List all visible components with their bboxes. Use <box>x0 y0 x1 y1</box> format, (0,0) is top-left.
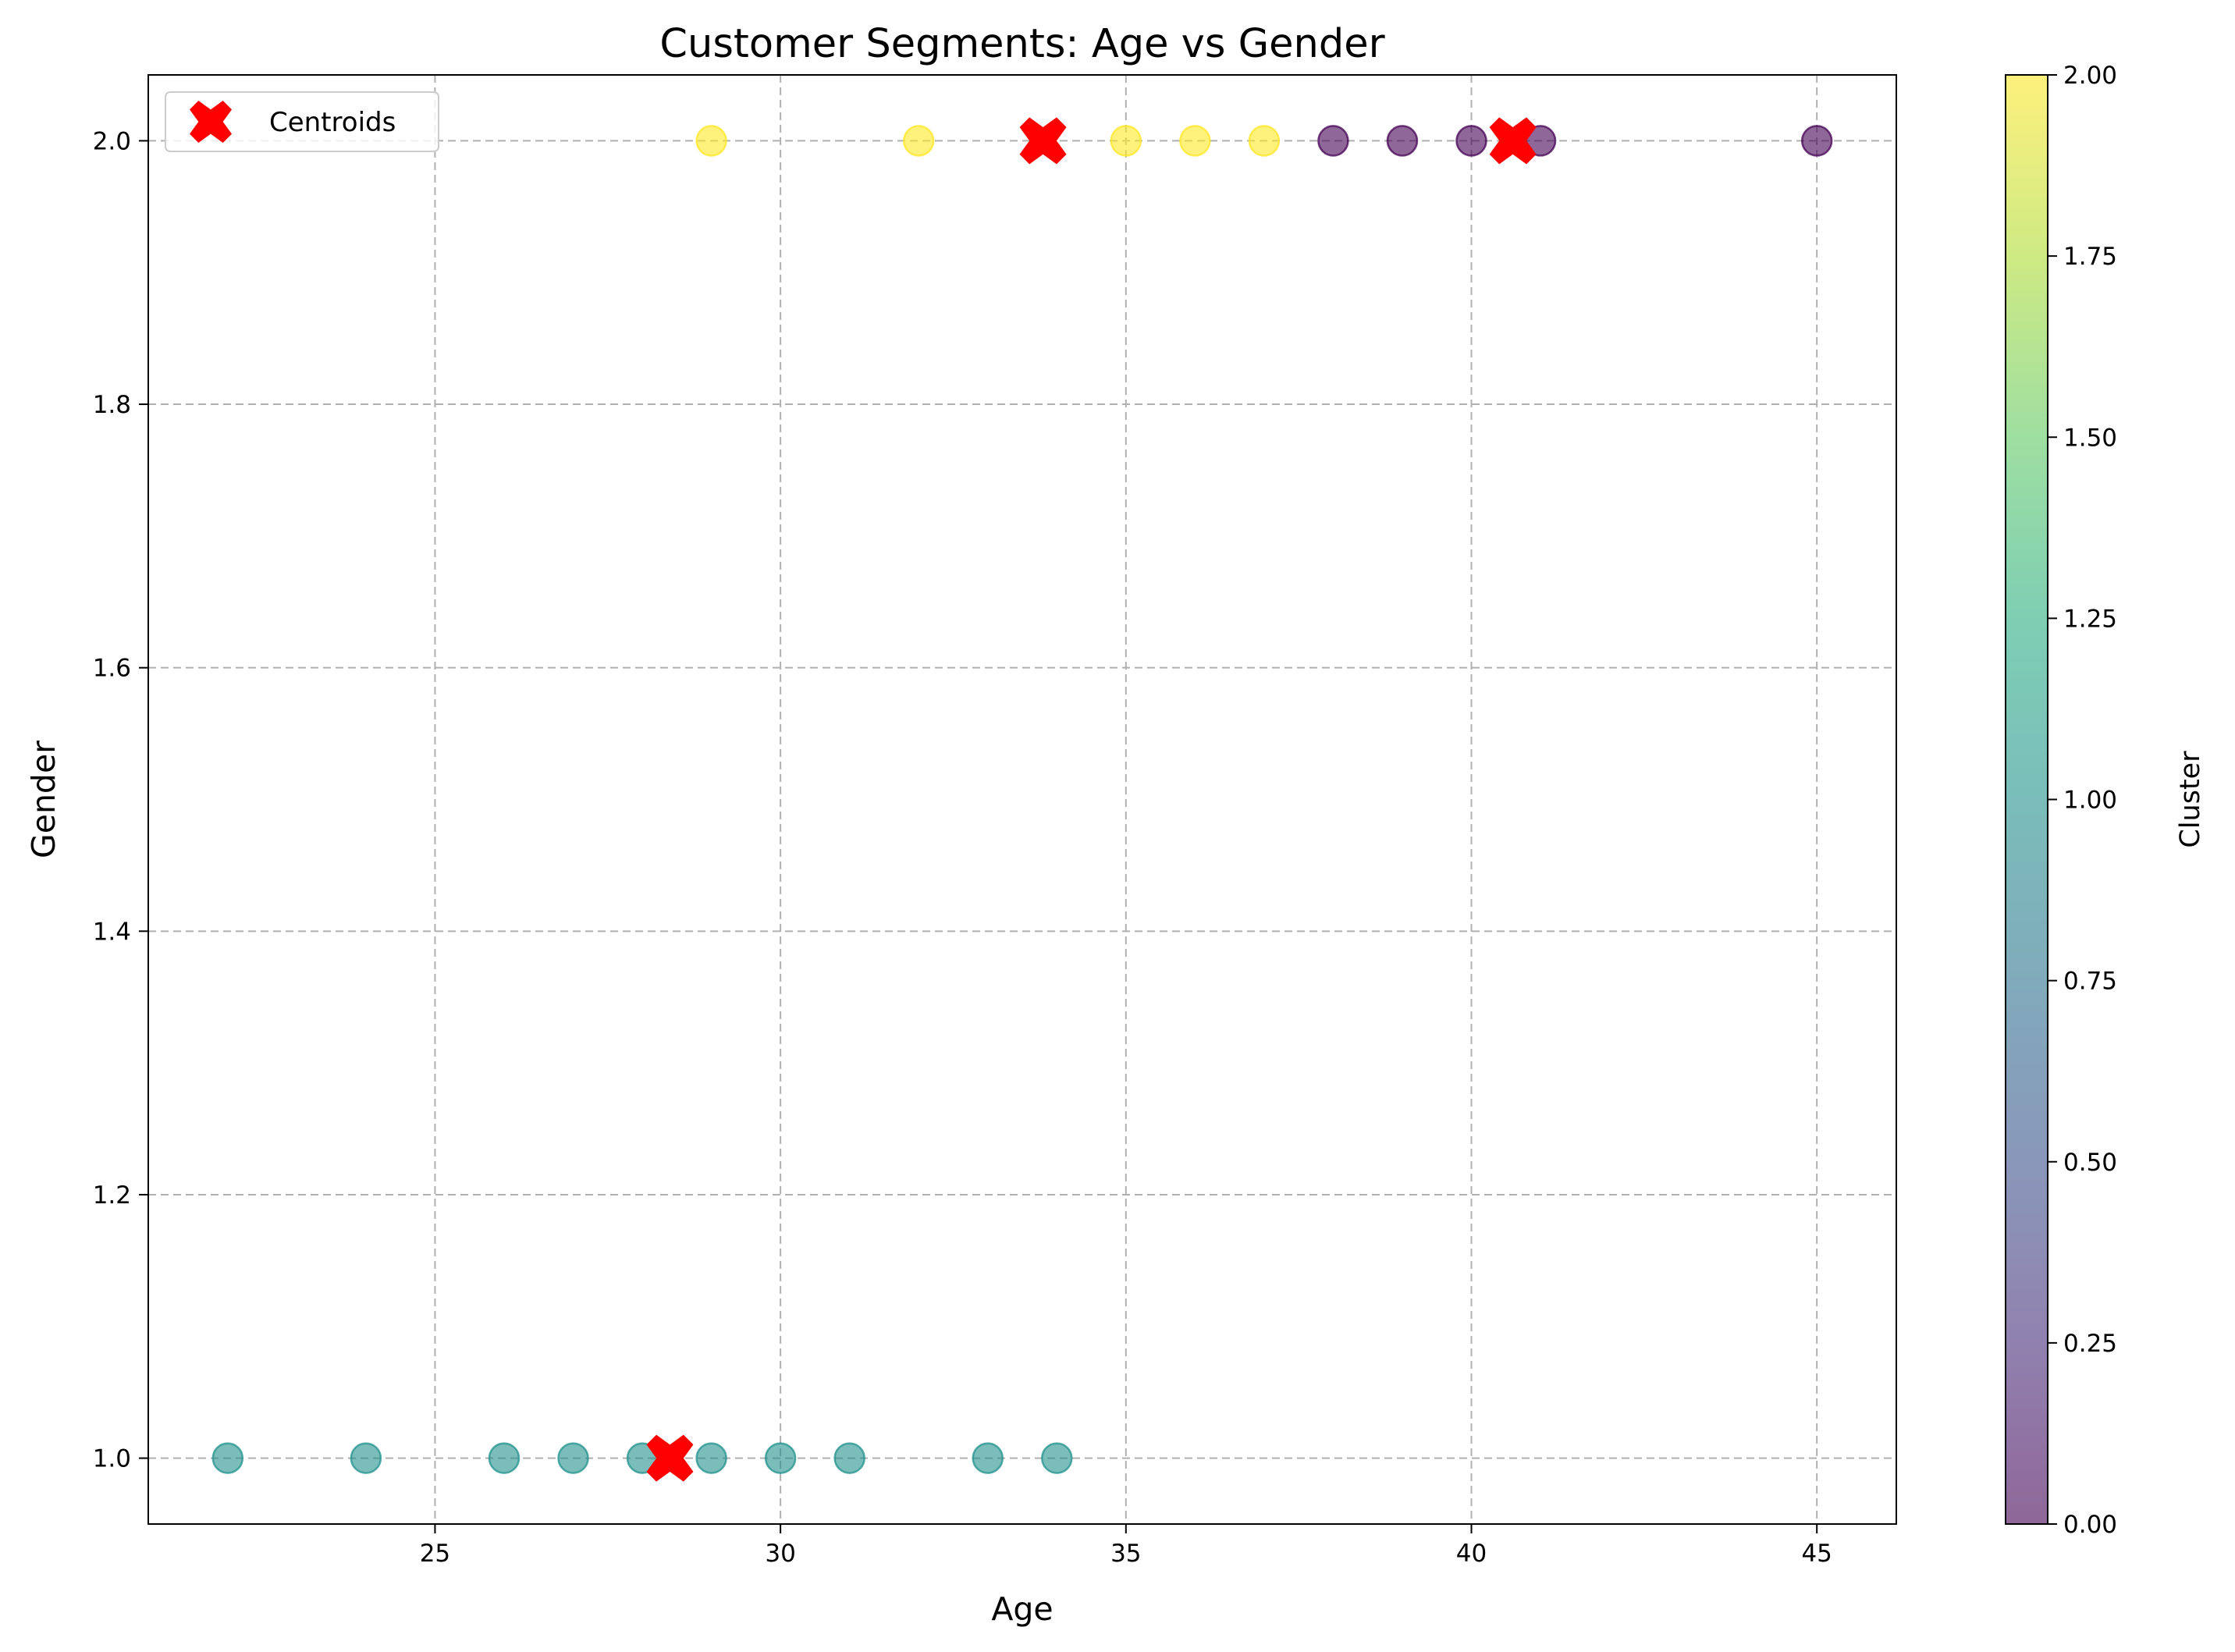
data-point-cluster-0 <box>1455 125 1487 157</box>
data-point-cluster-1 <box>350 1442 382 1474</box>
colorbar-ticks: 0.00 0.25 0.50 0.75 1.00 1.25 1.50 1.75 2.00 <box>2048 62 2117 1539</box>
data-point-cluster-1 <box>1041 1442 1073 1474</box>
x-tick-label: 35 <box>1110 1540 1141 1568</box>
legend-centroid-marker <box>190 101 232 143</box>
colorbar-tick-label: 2.00 <box>2063 62 2117 90</box>
data-point-cluster-0 <box>1317 125 1349 157</box>
colorbar-gradient <box>2006 75 2048 1524</box>
y-tick-label: 1.0 <box>93 1445 131 1473</box>
colorbar-tick-label: 0.00 <box>2063 1511 2117 1539</box>
colorbar-tick-label: 1.75 <box>2063 243 2117 271</box>
data-point-cluster-2 <box>1179 125 1211 157</box>
y-tick-label: 1.8 <box>93 391 131 419</box>
data-point-cluster-1 <box>764 1442 797 1474</box>
data-point-cluster-2 <box>1248 125 1281 157</box>
colorbar: 0.00 0.25 0.50 0.75 1.00 1.25 1.50 1.75 2.00 Clu… <box>2005 62 2206 1539</box>
x-tick-label: 25 <box>420 1540 450 1568</box>
colorbar-tick-label: 0.25 <box>2063 1330 2117 1358</box>
colorbar-tick-label: 1.00 <box>2063 787 2117 815</box>
data-point-cluster-0 <box>1386 125 1419 157</box>
colorbar-tick-label: 0.50 <box>2063 1149 2117 1177</box>
legend-x-icon <box>190 101 232 143</box>
y-axis-label: Gender <box>25 741 62 858</box>
centroid-markers <box>646 117 1537 1482</box>
data-point-cluster-2 <box>695 125 727 157</box>
x-tick-label: 45 <box>1801 1540 1832 1568</box>
legend-label-centroids: Centroids <box>269 107 396 138</box>
y-tick-label: 1.4 <box>93 918 131 946</box>
data-point-cluster-1 <box>557 1442 589 1474</box>
chart-title: Customer Segments: Age vs Gender <box>659 21 1384 67</box>
colorbar-tick-label: 1.50 <box>2063 424 2117 452</box>
colorbar-label: Cluster <box>2175 751 2206 848</box>
data-point-cluster-1 <box>833 1442 865 1474</box>
y-tick-label: 1.2 <box>93 1181 131 1210</box>
data-point-cluster-1 <box>972 1442 1004 1474</box>
scatter-points <box>211 125 1833 1474</box>
y-tick-label: 2.0 <box>93 127 131 155</box>
x-tick-label: 30 <box>765 1540 795 1568</box>
centroid-marker <box>1489 117 1537 165</box>
data-point-cluster-1 <box>695 1442 727 1474</box>
axis-ticks: 25 30 35 40 45 1.0 1.2 1.4 1.6 1.8 2.0 <box>93 127 1832 1568</box>
plot-frame <box>147 74 1897 1525</box>
legend-box <box>165 91 439 152</box>
colorbar-tick-label: 0.75 <box>2063 968 2117 996</box>
data-point-cluster-0 <box>1800 125 1833 157</box>
data-point-cluster-2 <box>902 125 935 157</box>
x-axis-label: Age <box>991 1590 1053 1628</box>
legend: Centroids <box>165 91 439 152</box>
data-point-cluster-2 <box>1110 125 1142 157</box>
centroid-marker <box>1019 117 1067 165</box>
grid <box>148 75 1896 1524</box>
colorbar-tick-label: 1.25 <box>2063 605 2117 633</box>
y-tick-label: 1.6 <box>93 655 131 683</box>
data-point-cluster-1 <box>488 1442 521 1474</box>
centroid-marker <box>646 1434 694 1482</box>
data-point-cluster-1 <box>211 1442 244 1474</box>
x-tick-label: 40 <box>1456 1540 1487 1568</box>
